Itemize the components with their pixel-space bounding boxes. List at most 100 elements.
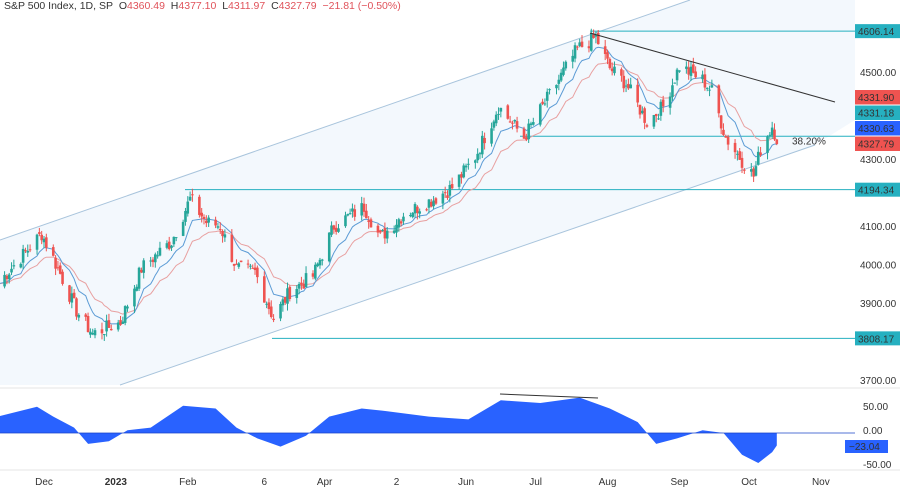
candle <box>497 107 500 120</box>
candle-body <box>694 71 697 78</box>
candle-body <box>508 121 512 123</box>
candle <box>304 266 308 288</box>
candle <box>58 262 62 275</box>
candle <box>172 236 176 248</box>
candle <box>506 104 510 120</box>
candle <box>710 79 714 88</box>
candle-body <box>624 85 628 87</box>
candle <box>736 150 739 161</box>
candle <box>198 194 201 218</box>
candle <box>191 188 194 202</box>
candle <box>311 270 315 280</box>
candle-body <box>425 209 428 211</box>
candle <box>77 313 81 322</box>
candle-body <box>253 267 257 271</box>
candle <box>362 197 366 217</box>
candle-body <box>302 283 306 289</box>
candle <box>515 116 519 133</box>
candle <box>659 99 663 121</box>
candle-body <box>133 288 136 307</box>
candle <box>427 198 431 214</box>
candle-body <box>497 113 500 115</box>
candle-body <box>446 195 449 198</box>
candle <box>283 296 287 305</box>
candle-body <box>506 105 510 119</box>
candle-body <box>351 208 354 212</box>
candle-body <box>678 70 681 72</box>
last-price-label: 4330.63 <box>858 124 895 135</box>
candle <box>490 122 493 147</box>
candle-body <box>40 234 43 241</box>
candle <box>158 241 162 257</box>
low-value: 4311.97 <box>228 0 266 12</box>
candle <box>12 259 16 270</box>
candle-body <box>594 35 598 37</box>
change-value: −21.81 (−0.50%) <box>322 0 401 12</box>
candle <box>365 203 368 219</box>
candle-body <box>603 46 607 55</box>
candle <box>353 204 357 221</box>
candle-body <box>221 230 224 237</box>
candle <box>557 74 561 91</box>
candle <box>474 159 477 169</box>
candle <box>478 151 482 160</box>
candle-body <box>726 136 730 145</box>
level-label-box <box>855 24 900 39</box>
candle <box>381 229 384 232</box>
candle-body <box>140 269 143 273</box>
candle-body <box>673 82 677 84</box>
candle <box>418 208 421 219</box>
high-label: H <box>170 0 179 12</box>
close-label: C <box>271 0 279 12</box>
candle <box>218 222 222 234</box>
candle-body <box>288 286 292 300</box>
candle-body <box>511 122 514 124</box>
candle-body <box>527 123 530 140</box>
time-axis-tick: Nov <box>812 477 830 488</box>
candle-body <box>202 216 206 219</box>
candle <box>154 252 157 268</box>
candle-body <box>724 136 728 138</box>
candle <box>200 207 203 223</box>
candle-body <box>84 314 88 317</box>
candle-body <box>344 215 347 227</box>
candle <box>126 304 129 312</box>
candle <box>717 84 721 118</box>
candle <box>19 262 23 269</box>
candle-body <box>28 249 32 251</box>
candle <box>608 57 612 70</box>
candle <box>770 121 774 139</box>
candle-body <box>58 265 62 274</box>
candle-body <box>460 174 463 178</box>
candle-body <box>576 46 579 48</box>
candle-body <box>427 199 431 208</box>
candle-body <box>334 227 338 232</box>
candle <box>527 118 530 143</box>
candle-body <box>314 264 317 279</box>
candle-body <box>365 210 368 219</box>
candle-body <box>608 58 612 69</box>
candle-body <box>499 107 503 112</box>
candle <box>75 297 78 320</box>
candle-body <box>346 214 350 216</box>
candle-body <box>109 328 113 331</box>
candle <box>7 272 11 284</box>
candle-body <box>3 274 6 287</box>
symbol-label: S&P 500 Index, 1D, SP <box>4 0 113 12</box>
candle-body <box>643 108 646 123</box>
candle-body <box>768 134 772 136</box>
candle-body <box>573 45 577 59</box>
last-price-label: 4331.18 <box>858 109 895 120</box>
candle <box>457 174 461 190</box>
candle-body <box>123 306 127 323</box>
candle <box>657 113 660 120</box>
candle-body <box>235 263 238 265</box>
candle <box>671 78 674 101</box>
candle-body <box>135 286 139 291</box>
low-label: L <box>222 0 229 12</box>
resistance-trendline <box>589 32 836 103</box>
last-price-label: 4331.90 <box>858 93 895 104</box>
candle <box>692 57 695 74</box>
candle <box>543 98 547 106</box>
